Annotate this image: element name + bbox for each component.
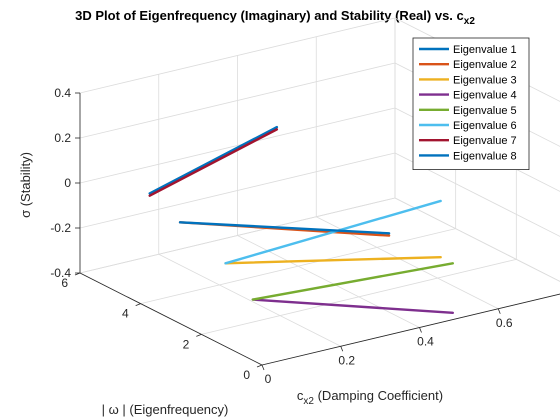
series-line-6 [224,199,442,265]
data-series [148,125,455,315]
y-tick-mark [135,303,141,307]
legend-label: Eigenvalue 3 [453,74,517,86]
legend-label: Eigenvalue 5 [453,105,517,117]
chart-title: 3D Plot of Eigenfrequency (Imaginary) an… [75,8,475,27]
legend-label: Eigenvalue 6 [453,120,517,132]
x-tick-mark [419,327,422,333]
z-tick-label: 0.2 [54,131,71,145]
chart-title-main: 3D Plot of Eigenfrequency (Imaginary) an… [75,8,464,23]
y-tick-label: 0 [243,368,250,382]
axes-lines [74,92,560,371]
series-line-8 [178,221,391,235]
y-tick-label: 4 [122,307,129,321]
legend-label: Eigenvalue 1 [453,44,517,56]
xaxis-label-subscript: x2 [303,396,314,407]
x-tick-label: 0.2 [338,353,355,367]
series-line-7 [148,128,279,197]
grid-line [140,228,456,305]
grid-line [79,197,396,274]
xaxis-label: cx2 (Damping Coefficient) [297,388,443,407]
z-tick-label: -0.4 [50,266,71,280]
grid-line [237,235,420,328]
y-axis-line [79,272,263,366]
x-tick-mark [340,346,344,352]
chart-title-subscript: x2 [464,16,476,27]
tick-labels: 00.20.40.60.80246-0.4-0.200.20.4 [50,86,513,386]
legend-label: Eigenvalue 7 [453,135,517,147]
xaxis-label-main: c [297,388,304,403]
legend-label: Eigenvalue 8 [453,150,517,162]
grid-line [79,107,396,184]
x-tick-mark [497,308,501,314]
grid-line [79,152,396,229]
x-tick-label: 0.4 [417,335,434,349]
grid-line [394,197,560,282]
yaxis-label: | ω | (Eigenfrequency) [102,402,229,417]
x-tick-label: 0 [265,372,272,386]
z-tick-label: -0.2 [50,221,71,235]
y-tick-mark [256,364,263,368]
grid-line [261,293,560,366]
grid-line [158,253,341,347]
y-tick-label: 2 [183,337,190,351]
x-tick-label: 0.6 [496,316,513,330]
y-tick-mark [196,333,202,337]
grid-line [201,258,517,335]
grid-line [79,62,396,139]
grid-line [394,197,560,282]
series-line-5 [251,262,455,301]
z-tick-label: 0.4 [54,86,71,100]
series-line-3 [224,255,442,265]
xaxis-label-suffix: (Damping Coefficient) [314,388,443,403]
z-tick-label: 0 [64,176,71,190]
series-line-4 [251,298,455,315]
legend-label: Eigenvalue 2 [453,59,517,71]
grid-line [79,17,396,94]
legend: Eigenvalue 1 Eigenvalue 2 Eigenvalue 3 Eige… [412,37,530,171]
series-line-1 [148,125,279,195]
x-axis-line [261,293,560,366]
legend-box [412,37,530,171]
x-tick-mark [261,364,265,371]
y-tick-label: 6 [61,276,68,290]
zaxis-label: σ (Stability) [18,152,33,218]
legend-label: Eigenvalue 4 [453,90,517,102]
